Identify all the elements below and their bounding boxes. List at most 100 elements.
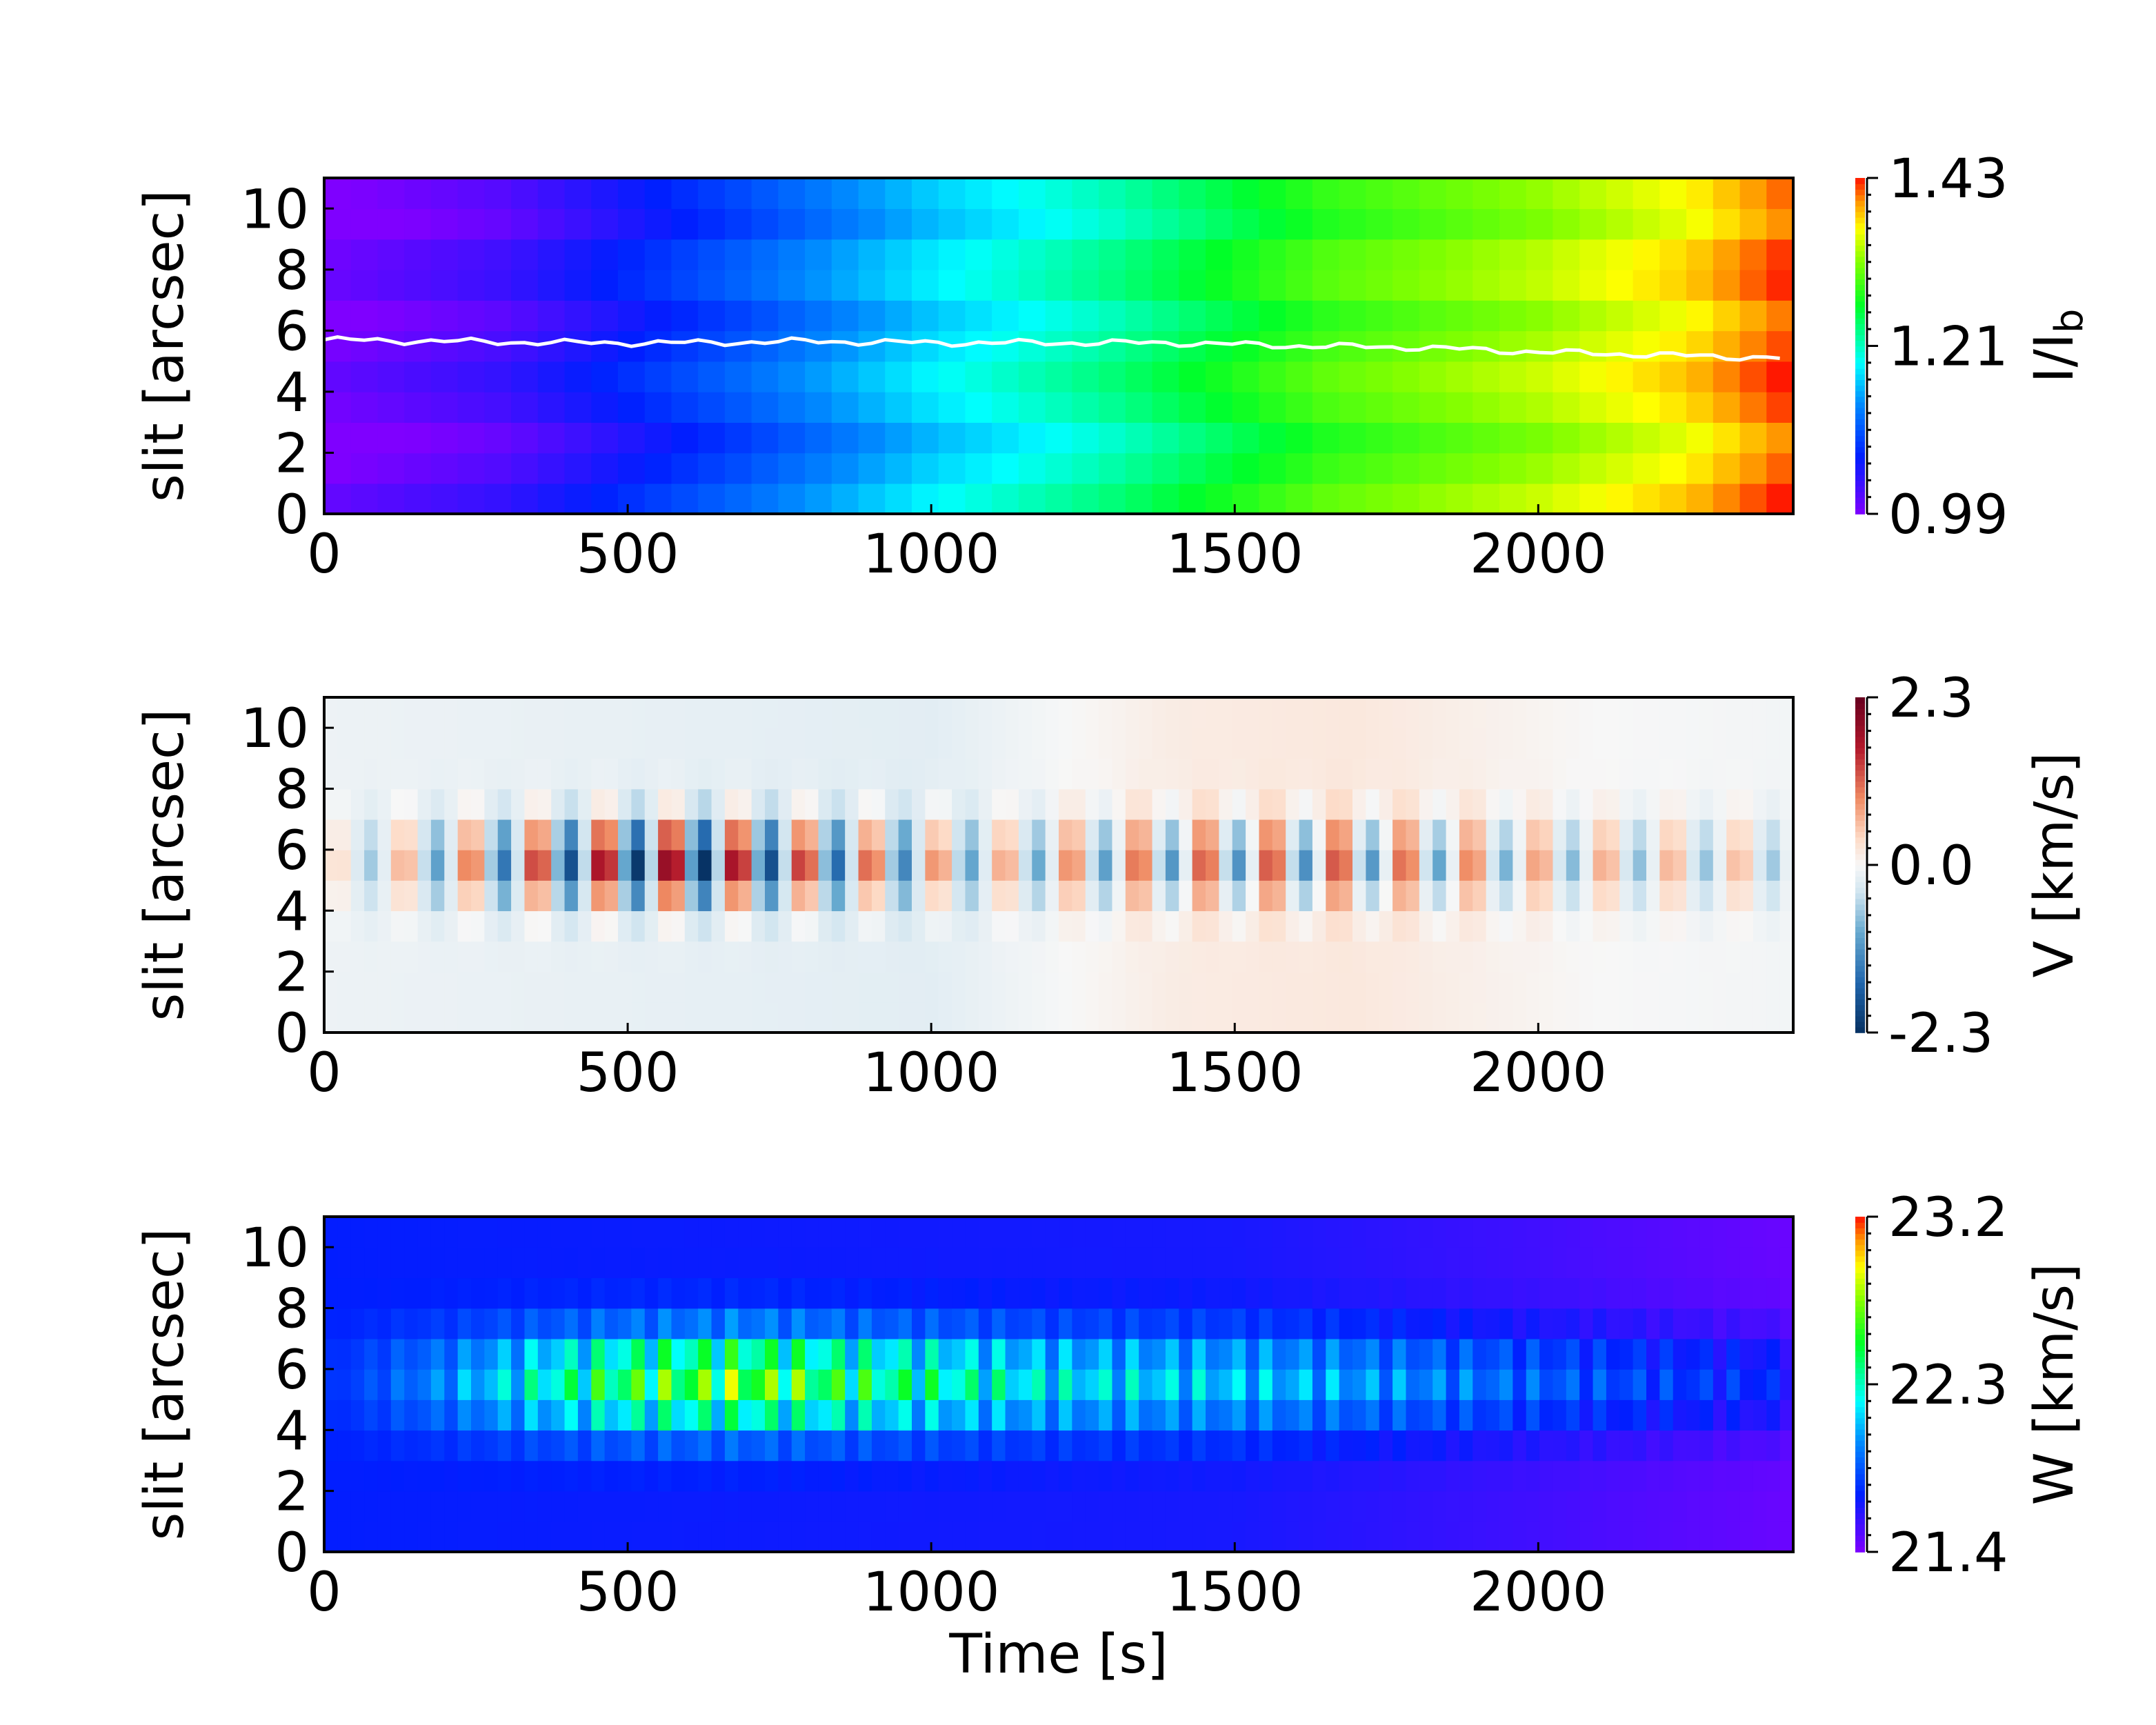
heatmap-cell xyxy=(1005,1368,1019,1400)
heatmap-cell xyxy=(1005,788,1019,820)
heatmap-cell xyxy=(1779,1430,1794,1462)
heatmap-cell xyxy=(1699,1277,1714,1309)
heatmap-cell xyxy=(1366,1399,1380,1431)
heatmap-cell xyxy=(1486,1368,1500,1400)
colorbar-segment xyxy=(1855,323,1865,330)
heatmap-cell xyxy=(858,1277,872,1309)
heatmap-cell xyxy=(1139,1308,1153,1339)
heatmap-cell xyxy=(457,1368,472,1400)
heatmap-cell xyxy=(1165,1368,1180,1400)
heatmap-cell xyxy=(912,971,926,1003)
heatmap-cell xyxy=(1259,422,1286,454)
heatmap-cell xyxy=(938,391,966,423)
heatmap-cell xyxy=(1272,1399,1286,1431)
heatmap-cell xyxy=(537,1490,552,1522)
heatmap-cell xyxy=(1286,178,1313,210)
heatmap-cell xyxy=(1499,178,1527,210)
heatmap-cell xyxy=(1005,728,1019,759)
heatmap-cell xyxy=(457,1217,472,1248)
heatmap-cell xyxy=(618,239,646,270)
heatmap-cell xyxy=(965,971,979,1003)
heatmap-cell xyxy=(1339,1521,1353,1553)
heatmap-cell xyxy=(1659,391,1687,423)
heatmap-cell xyxy=(497,941,512,973)
heatmap-cell xyxy=(1192,788,1206,820)
heatmap-cell xyxy=(1526,1308,1540,1339)
heatmap-cell xyxy=(551,1521,566,1553)
heatmap-cell xyxy=(1246,1001,1260,1033)
heatmap-cell xyxy=(484,697,499,728)
heatmap-cell xyxy=(831,361,859,392)
heatmap-cell xyxy=(1606,1277,1621,1309)
heatmap-cell xyxy=(1566,788,1580,820)
heatmap-cell xyxy=(1259,1001,1273,1033)
colorbar-segment xyxy=(1855,965,1865,972)
heatmap-cell xyxy=(1379,1368,1393,1400)
heatmap-cell xyxy=(644,1247,659,1279)
heatmap-cell xyxy=(337,1338,352,1370)
heatmap-cell xyxy=(778,758,792,790)
heatmap-cell xyxy=(778,1521,792,1553)
heatmap-cell xyxy=(1419,819,1433,850)
heatmap-cell xyxy=(1713,391,1741,423)
heatmap-cell xyxy=(337,941,352,973)
heatmap-cell xyxy=(390,1217,405,1248)
heatmap-cell xyxy=(885,1277,899,1309)
heatmap-cell xyxy=(1312,880,1327,912)
heatmap-cell xyxy=(1419,178,1447,210)
heatmap-cell xyxy=(430,1308,446,1339)
heatmap-cell xyxy=(417,1338,432,1370)
velocity-x-ticks: 0 500 1000 1500 2000 xyxy=(307,1023,1607,1104)
heatmap-cell xyxy=(1272,1247,1286,1279)
heatmap-cell xyxy=(1473,1247,1487,1279)
heatmap-cell xyxy=(1192,1430,1206,1462)
heatmap-cell xyxy=(871,1001,886,1033)
heatmap-cell xyxy=(965,330,992,362)
heatmap-cell xyxy=(591,971,606,1003)
heatmap-cell xyxy=(1593,1368,1607,1400)
heatmap-cell xyxy=(724,880,739,912)
colorbar-segment xyxy=(1855,1233,1865,1240)
heatmap-cell xyxy=(1419,941,1433,973)
heatmap-cell xyxy=(377,330,405,362)
heatmap-cell xyxy=(1072,361,1099,392)
heatmap-cell xyxy=(1779,1490,1794,1522)
heatmap-cell xyxy=(885,1247,899,1279)
heatmap-cell xyxy=(1165,849,1180,881)
heatmap-cell xyxy=(831,941,846,973)
heatmap-cell xyxy=(1393,391,1420,423)
heatmap-cell xyxy=(1593,697,1607,728)
heatmap-cell xyxy=(564,697,579,728)
heatmap-cell xyxy=(671,758,686,790)
heatmap-cell xyxy=(671,1217,686,1248)
heatmap-cell xyxy=(1779,1247,1794,1279)
heatmap-cell xyxy=(1753,728,1768,759)
heatmap-cell xyxy=(1659,971,1674,1003)
heatmap-cell xyxy=(898,880,912,912)
colorbar-segment xyxy=(1855,419,1865,425)
heatmap-cell xyxy=(938,178,966,210)
heatmap-cell xyxy=(1699,941,1714,973)
heatmap-cell xyxy=(537,1217,552,1248)
heatmap-cell xyxy=(644,1368,659,1400)
heatmap-cell xyxy=(1125,728,1139,759)
heatmap-cell xyxy=(604,849,619,881)
heatmap-cell xyxy=(1473,697,1487,728)
heatmap-cell xyxy=(845,1430,859,1462)
heatmap-cell xyxy=(1059,1490,1073,1522)
heatmap-cell xyxy=(417,1217,432,1248)
heatmap-cell xyxy=(738,1368,752,1400)
heatmap-cell xyxy=(1646,971,1661,1003)
heatmap-cell xyxy=(1152,849,1166,881)
heatmap-cell xyxy=(484,1521,499,1553)
heatmap-cell xyxy=(898,1521,912,1553)
colorbar-segment xyxy=(1855,385,1865,392)
heatmap-cell xyxy=(324,239,352,270)
heatmap-cell xyxy=(1112,1430,1126,1462)
heatmap-cell xyxy=(1259,1490,1273,1522)
heatmap-cell xyxy=(858,1399,872,1431)
heatmap-cell xyxy=(404,788,419,820)
heatmap-cell xyxy=(1232,1399,1246,1431)
heatmap-cell xyxy=(1286,422,1313,454)
heatmap-cell xyxy=(871,941,886,973)
